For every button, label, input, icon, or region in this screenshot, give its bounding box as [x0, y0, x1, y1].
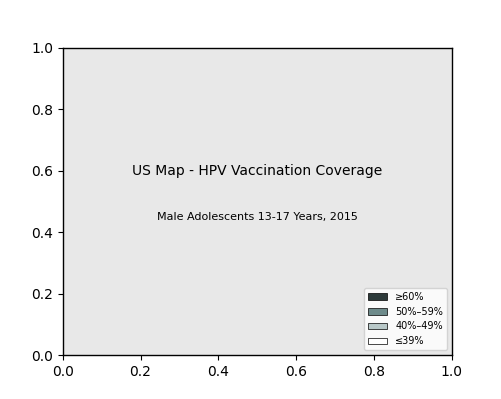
Text: Male Adolescents 13-17 Years, 2015: Male Adolescents 13-17 Years, 2015: [156, 212, 357, 222]
Text: US Map - HPV Vaccination Coverage: US Map - HPV Vaccination Coverage: [132, 164, 382, 178]
Legend: ≥60%, 50%–59%, 40%–49%, ≤39%: ≥60%, 50%–59%, 40%–49%, ≤39%: [363, 288, 446, 350]
